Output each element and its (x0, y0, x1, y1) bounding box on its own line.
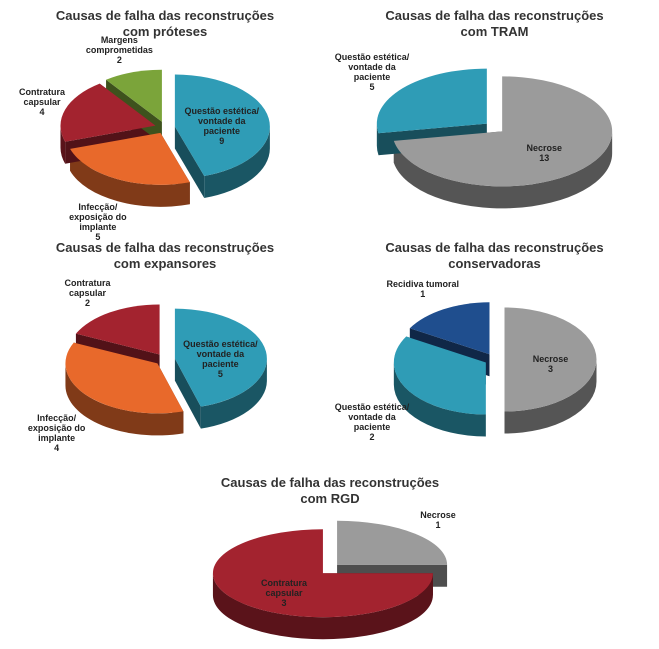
chart-title: Causas de falha das reconstruções com TR… (385, 8, 604, 39)
data-label: Margens comprometidas 2 (78, 35, 160, 65)
data-label-category: Questão estética/ vontade da paciente (334, 402, 410, 433)
slice (70, 132, 190, 185)
data-label-value: 1 (435, 519, 441, 530)
slice-side (212, 573, 433, 640)
data-label-value: 13 (539, 153, 550, 164)
data-label-category: Contratura capsular (18, 87, 65, 108)
data-label-category: Margens comprometidas (85, 35, 153, 56)
data-label: Contratura capsular 2 (46, 278, 128, 308)
data-label: Questão estética/ vontade da paciente 9 (181, 106, 263, 146)
data-label: Contratura capsular 3 (243, 578, 325, 608)
chart-title: Causas de falha das reconstruções com ex… (55, 240, 275, 271)
data-label: Questão estética/ vontade da paciente 5 (179, 339, 261, 379)
slice-side (393, 131, 613, 209)
data-label-category: Recidiva tumoral (386, 279, 460, 289)
slice (376, 68, 487, 134)
data-label-value: 2 (369, 432, 375, 443)
pie-chart: Causas de falha das reconstruções com ex… (0, 240, 330, 465)
data-label-category: Necrose (526, 143, 563, 154)
data-label-category: Necrose (532, 353, 569, 364)
slice (409, 302, 490, 355)
slice (65, 342, 184, 414)
slice-side (70, 148, 190, 207)
slice-side (393, 362, 486, 437)
data-label-value: 3 (281, 597, 287, 608)
data-label: Contratura capsular 4 (1, 87, 83, 117)
data-label-value: 5 (95, 232, 101, 243)
data-label: Necrose 3 (510, 354, 592, 374)
slice (504, 307, 597, 412)
slice-side (376, 123, 379, 156)
slice-cut (174, 358, 201, 429)
slice (212, 529, 433, 618)
data-label-category: Contratura capsular (64, 278, 111, 299)
data-label-category: Contratura capsular (261, 577, 308, 598)
pie-chart: Causas de falha das reconstruções com pr… (0, 8, 330, 242)
slice (174, 308, 267, 407)
pie-plot (393, 302, 597, 437)
data-label-category: Questão estética/ vontade da paciente (334, 52, 410, 83)
chart-title: Causas de falha das reconstruções com RG… (220, 475, 440, 506)
slice (337, 520, 448, 565)
slice-cut (174, 126, 205, 199)
data-label-category: Necrose (420, 509, 456, 520)
pie-plot (212, 520, 448, 640)
slice (393, 76, 613, 187)
data-label: Infecção/ exposição do implante 5 (57, 202, 139, 242)
data-label-category: Infecção/ exposição do implante (27, 412, 86, 443)
slice (174, 74, 270, 177)
data-label-value: 2 (84, 298, 90, 309)
data-label-category: Infecção/ exposição do implante (69, 202, 127, 233)
data-label: Necrose 13 (503, 143, 585, 163)
chart-title: Causas de falha das reconstruções com pr… (55, 8, 275, 39)
data-label-category: Questão estética/ vontade da paciente (184, 106, 260, 137)
slice-side (65, 363, 184, 436)
data-label-value: 9 (219, 136, 225, 147)
data-label: Recidiva tumoral 1 (382, 279, 464, 299)
slice (75, 304, 160, 355)
pie-chart: Causas de falha das reconstruções conser… (330, 240, 659, 465)
pie-plot (65, 304, 267, 436)
data-label-value: 3 (547, 363, 553, 374)
data-label: Infecção/ exposição do implante 4 (16, 413, 98, 453)
pie-chart: Causas de falha das reconstruções com RG… (180, 475, 480, 649)
slice (60, 83, 156, 142)
data-label-value: 4 (54, 442, 60, 453)
pie-plot (60, 69, 270, 207)
slice-side (504, 359, 597, 434)
chart-title: Causas de falha das reconstruções conser… (385, 240, 604, 271)
slice (106, 69, 162, 122)
data-label: Questão estética/ vontade da paciente 5 (331, 52, 413, 92)
data-label-value: 5 (369, 82, 375, 93)
data-label-value: 4 (39, 107, 45, 118)
data-label-value: 2 (116, 55, 122, 66)
data-label-value: 5 (217, 369, 223, 380)
slice (393, 336, 486, 415)
slice-side (200, 358, 267, 429)
data-label: Necrose 1 (397, 510, 479, 530)
slice-side (60, 125, 66, 164)
data-label-value: 1 (420, 289, 426, 299)
pie-chart: Causas de falha das reconstruções com TR… (330, 8, 659, 233)
slice-side (204, 126, 270, 199)
data-label: Questão estética/ vontade da paciente 2 (331, 402, 413, 442)
data-label-category: Questão estética/ vontade da paciente (183, 339, 258, 370)
pie-plot (376, 68, 613, 209)
